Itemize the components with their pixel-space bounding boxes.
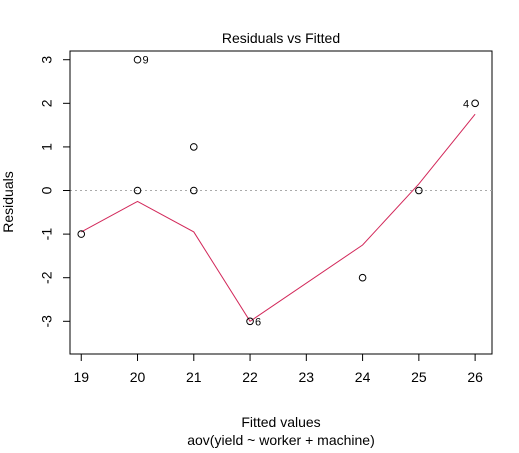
data-point	[133, 55, 142, 64]
data-point	[189, 186, 198, 195]
plot-title: Residuals vs Fitted	[222, 30, 340, 46]
y-tick-label: -3	[39, 315, 55, 328]
x-tick-label: 25	[411, 369, 427, 385]
x-tick-label: 19	[73, 369, 89, 385]
data-point	[415, 186, 423, 195]
data-point	[133, 186, 142, 195]
smooth-trend-line	[81, 113, 476, 323]
y-tick-label: 1	[39, 143, 55, 151]
point-label: 6	[255, 316, 261, 328]
y-tick-label: -2	[39, 271, 55, 284]
x-axis-title: Fitted values	[241, 414, 320, 430]
y-tick-label: 2	[39, 99, 55, 107]
point-label: 4	[463, 98, 469, 110]
x-tick-label: 20	[130, 369, 146, 385]
x-tick-label: 26	[467, 369, 483, 385]
x-axis: 19 20 21 22 23 24 25 26	[73, 353, 483, 385]
y-axis-title: Residuals	[0, 171, 16, 232]
data-point	[358, 273, 367, 282]
x-tick-label: 22	[242, 369, 258, 385]
data-point	[471, 99, 479, 108]
data-point	[189, 143, 198, 151]
y-tick-label: -1	[39, 228, 55, 241]
x-tick-label: 23	[299, 369, 315, 385]
plot-frame	[69, 50, 493, 355]
residual-points: 9 6 4	[77, 55, 479, 328]
x-tick-label: 24	[355, 369, 371, 385]
point-label: 9	[143, 55, 149, 67]
data-point	[246, 317, 254, 326]
plot-subtitle: aov(yield ~ worker + machine)	[187, 432, 375, 448]
y-tick-label: 0	[39, 186, 55, 194]
y-axis: -3 -2 -1 0 1 2 3	[39, 56, 71, 328]
x-tick-label: 21	[186, 369, 202, 385]
data-point	[77, 230, 86, 238]
y-tick-label: 3	[39, 56, 55, 64]
